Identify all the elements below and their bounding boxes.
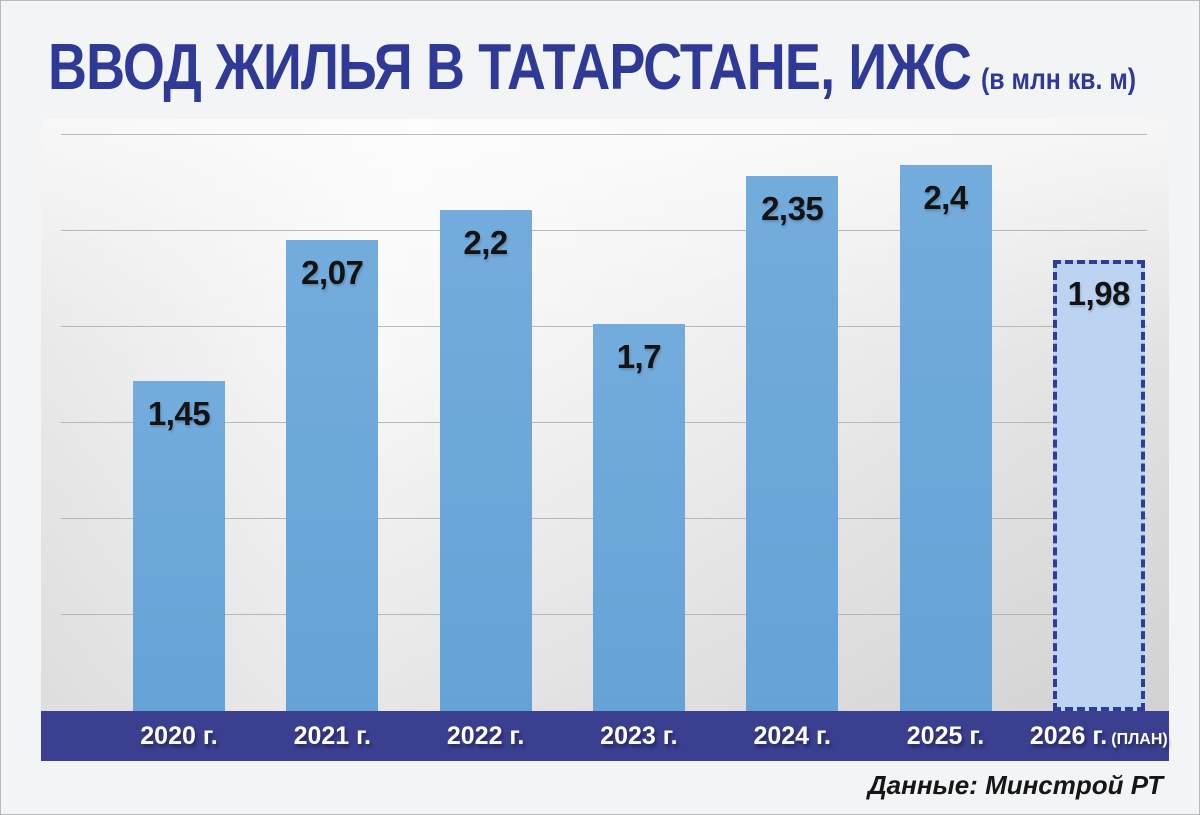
bar-2024: 2,35	[746, 176, 839, 711]
bar-value-label: 1,7	[616, 338, 662, 375]
bar-value-label: 1,98	[1067, 275, 1131, 312]
bar-2023: 1,7	[592, 324, 685, 711]
x-axis-band: 2020 г. 2021 г. 2022 г. 2023 г. 2024 г. 2025 …	[41, 711, 1169, 761]
x-axis-label-2023: 2023 г.	[529, 711, 749, 761]
bar-value-label: 2,2	[463, 224, 508, 261]
page-title: ВВОД ЖИЛЬЯ В ТАТАРСТАНЕ, ИЖС (в млн кв. м…	[48, 34, 1136, 99]
x-axis-label-2026: 2026 г. (ПЛАН)	[989, 711, 1199, 761]
x-axis-label-2021: 2021 г.	[222, 711, 442, 761]
plot-area: 1,45 2,07 2,2 1,7 2,35 2,4 1,98	[41, 119, 1169, 711]
plan-suffix-label: (ПЛАН)	[1111, 731, 1168, 748]
x-axis-label-2025: 2025 г.	[836, 711, 1056, 761]
bar-2025: 2,4	[899, 165, 992, 711]
x-axis-label-text: 2024 г.	[753, 722, 831, 750]
gridline	[61, 134, 1147, 135]
bar-2022: 2,2	[439, 210, 532, 711]
x-axis-label-text: 2021 г.	[293, 722, 371, 750]
x-axis-label-2020: 2020 г.	[69, 711, 289, 761]
title-main-text: ВВОД ЖИЛЬЯ В ТАТАРСТАНЕ, ИЖС	[48, 30, 972, 103]
gridline	[61, 230, 1147, 231]
x-axis-label-text: 2023 г.	[600, 722, 678, 750]
title-unit-text: (в млн кв. м)	[981, 63, 1137, 96]
x-axis-label-2022: 2022 г.	[376, 711, 596, 761]
bar-value-label: 2,4	[923, 179, 968, 216]
bar-2020: 1,45	[133, 381, 225, 711]
x-axis-label-text: 2020 г.	[140, 722, 218, 750]
data-source-caption: Данные: Минстрой РТ	[867, 770, 1163, 800]
bar-value-label: 2,07	[301, 254, 364, 291]
bar-2021: 2,07	[286, 240, 379, 711]
x-axis-label-text: 2026 г.	[1029, 722, 1108, 750]
bar-value-label: 2,35	[761, 190, 824, 227]
bar-2026-plan: 1,98	[1052, 260, 1145, 711]
x-axis-label-text: 2022 г.	[446, 722, 525, 750]
x-axis-label-text: 2025 г.	[906, 722, 985, 750]
x-axis-label-2024: 2024 г.	[682, 711, 902, 761]
bar-value-label: 1,45	[147, 395, 211, 432]
